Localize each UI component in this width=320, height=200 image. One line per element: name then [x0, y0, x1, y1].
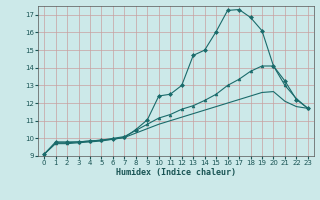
- X-axis label: Humidex (Indice chaleur): Humidex (Indice chaleur): [116, 168, 236, 177]
